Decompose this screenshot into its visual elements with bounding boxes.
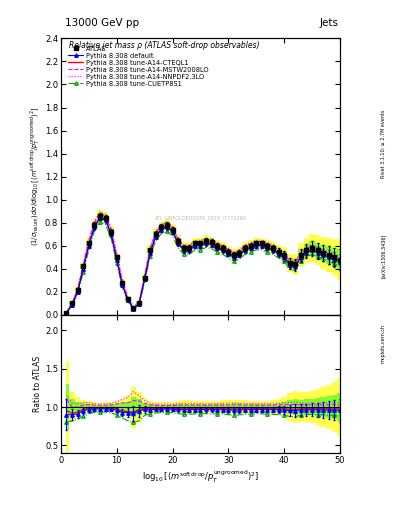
Text: Relative jet mass ρ (ATLAS soft-drop observables): Relative jet mass ρ (ATLAS soft-drop obs… xyxy=(69,41,260,50)
Y-axis label: Ratio to ATLAS: Ratio to ATLAS xyxy=(33,356,42,412)
Text: Rivet 3.1.10; ≥ 2.7M events: Rivet 3.1.10; ≥ 2.7M events xyxy=(381,109,386,178)
X-axis label: $\log_{10}[(m^{\rm soft\,drop}/p_T^{\rm ungroomed})^2]$: $\log_{10}[(m^{\rm soft\,drop}/p_T^{\rm … xyxy=(142,469,259,485)
Text: 13000 GeV pp: 13000 GeV pp xyxy=(65,18,139,28)
Text: mcplots.cern.ch: mcplots.cern.ch xyxy=(381,324,386,362)
Text: Jets: Jets xyxy=(320,18,339,28)
Text: ATL_UNFOLDEDDATA_2019_I1772290: ATL_UNFOLDEDDATA_2019_I1772290 xyxy=(154,215,246,221)
Legend: ATLAS, Pythia 8.308 default, Pythia 8.308 tune-A14-CTEQL1, Pythia 8.308 tune-A14: ATLAS, Pythia 8.308 default, Pythia 8.30… xyxy=(67,45,209,88)
Text: [arXiv:1306.3436]: [arXiv:1306.3436] xyxy=(381,234,386,278)
Y-axis label: $(1/\sigma_\mathrm{resum})\,d\sigma/d\log_{10}[(m^{\mathrm{soft\,drop}}/p_T^{\ma: $(1/\sigma_\mathrm{resum})\,d\sigma/d\lo… xyxy=(29,107,42,246)
